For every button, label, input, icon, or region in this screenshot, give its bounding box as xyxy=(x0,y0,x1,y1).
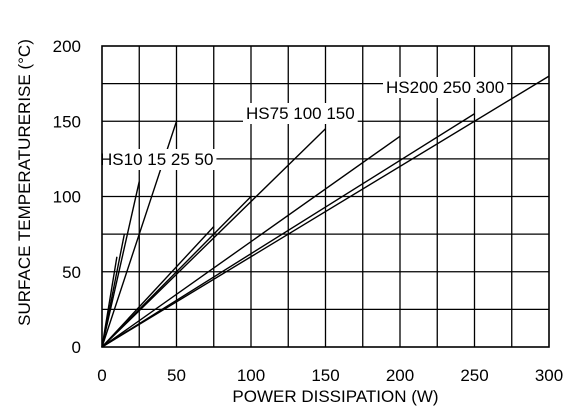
group-label-bg-hs200-300 xyxy=(383,77,508,98)
x-tick-label: 200 xyxy=(386,366,414,385)
x-tick-label: 300 xyxy=(535,366,563,385)
x-axis-title: POWER DISSIPATION (W) xyxy=(232,387,438,406)
series-line-hs25 xyxy=(101,181,140,348)
series-line-hs200 xyxy=(101,135,401,348)
group-label-bg-hs75-150 xyxy=(243,103,358,124)
y-tick-label: 200 xyxy=(53,37,81,56)
x-tick-label: 50 xyxy=(167,366,186,385)
x-tick-label: 150 xyxy=(311,366,339,385)
y-tick-label: 0 xyxy=(72,338,81,357)
group-label-bg-hs10-50 xyxy=(97,149,217,170)
x-tick-label: 250 xyxy=(460,366,488,385)
series-line-hs250 xyxy=(101,113,475,348)
series-line-hs150 xyxy=(101,128,326,348)
y-tick-labels: 0 50 100 150 200 xyxy=(53,37,81,357)
group-labels: HS10 15 25 50 HS75 100 150 HS200 250 300 xyxy=(97,77,508,170)
group-label-hs200-300: HS200 250 300 xyxy=(386,78,504,97)
plot-frame xyxy=(101,45,550,348)
x-tick-label: 100 xyxy=(237,366,265,385)
x-tick-label: 0 xyxy=(97,366,106,385)
y-tick-label: 150 xyxy=(53,112,81,131)
series-line-hs300 xyxy=(101,75,550,348)
x-tick-labels: 0 50 100 150 200 250 300 xyxy=(97,366,563,385)
y-tick-label: 100 xyxy=(53,188,81,207)
y-axis-title: SURFACE TEMPERATURERISE (°C) xyxy=(15,39,34,326)
group-label-hs10-50: HS10 15 25 50 xyxy=(100,150,213,169)
group-label-hs75-150: HS75 100 150 xyxy=(246,104,355,123)
series-line-hs75 xyxy=(101,226,215,348)
y-tick-label: 50 xyxy=(62,263,81,282)
